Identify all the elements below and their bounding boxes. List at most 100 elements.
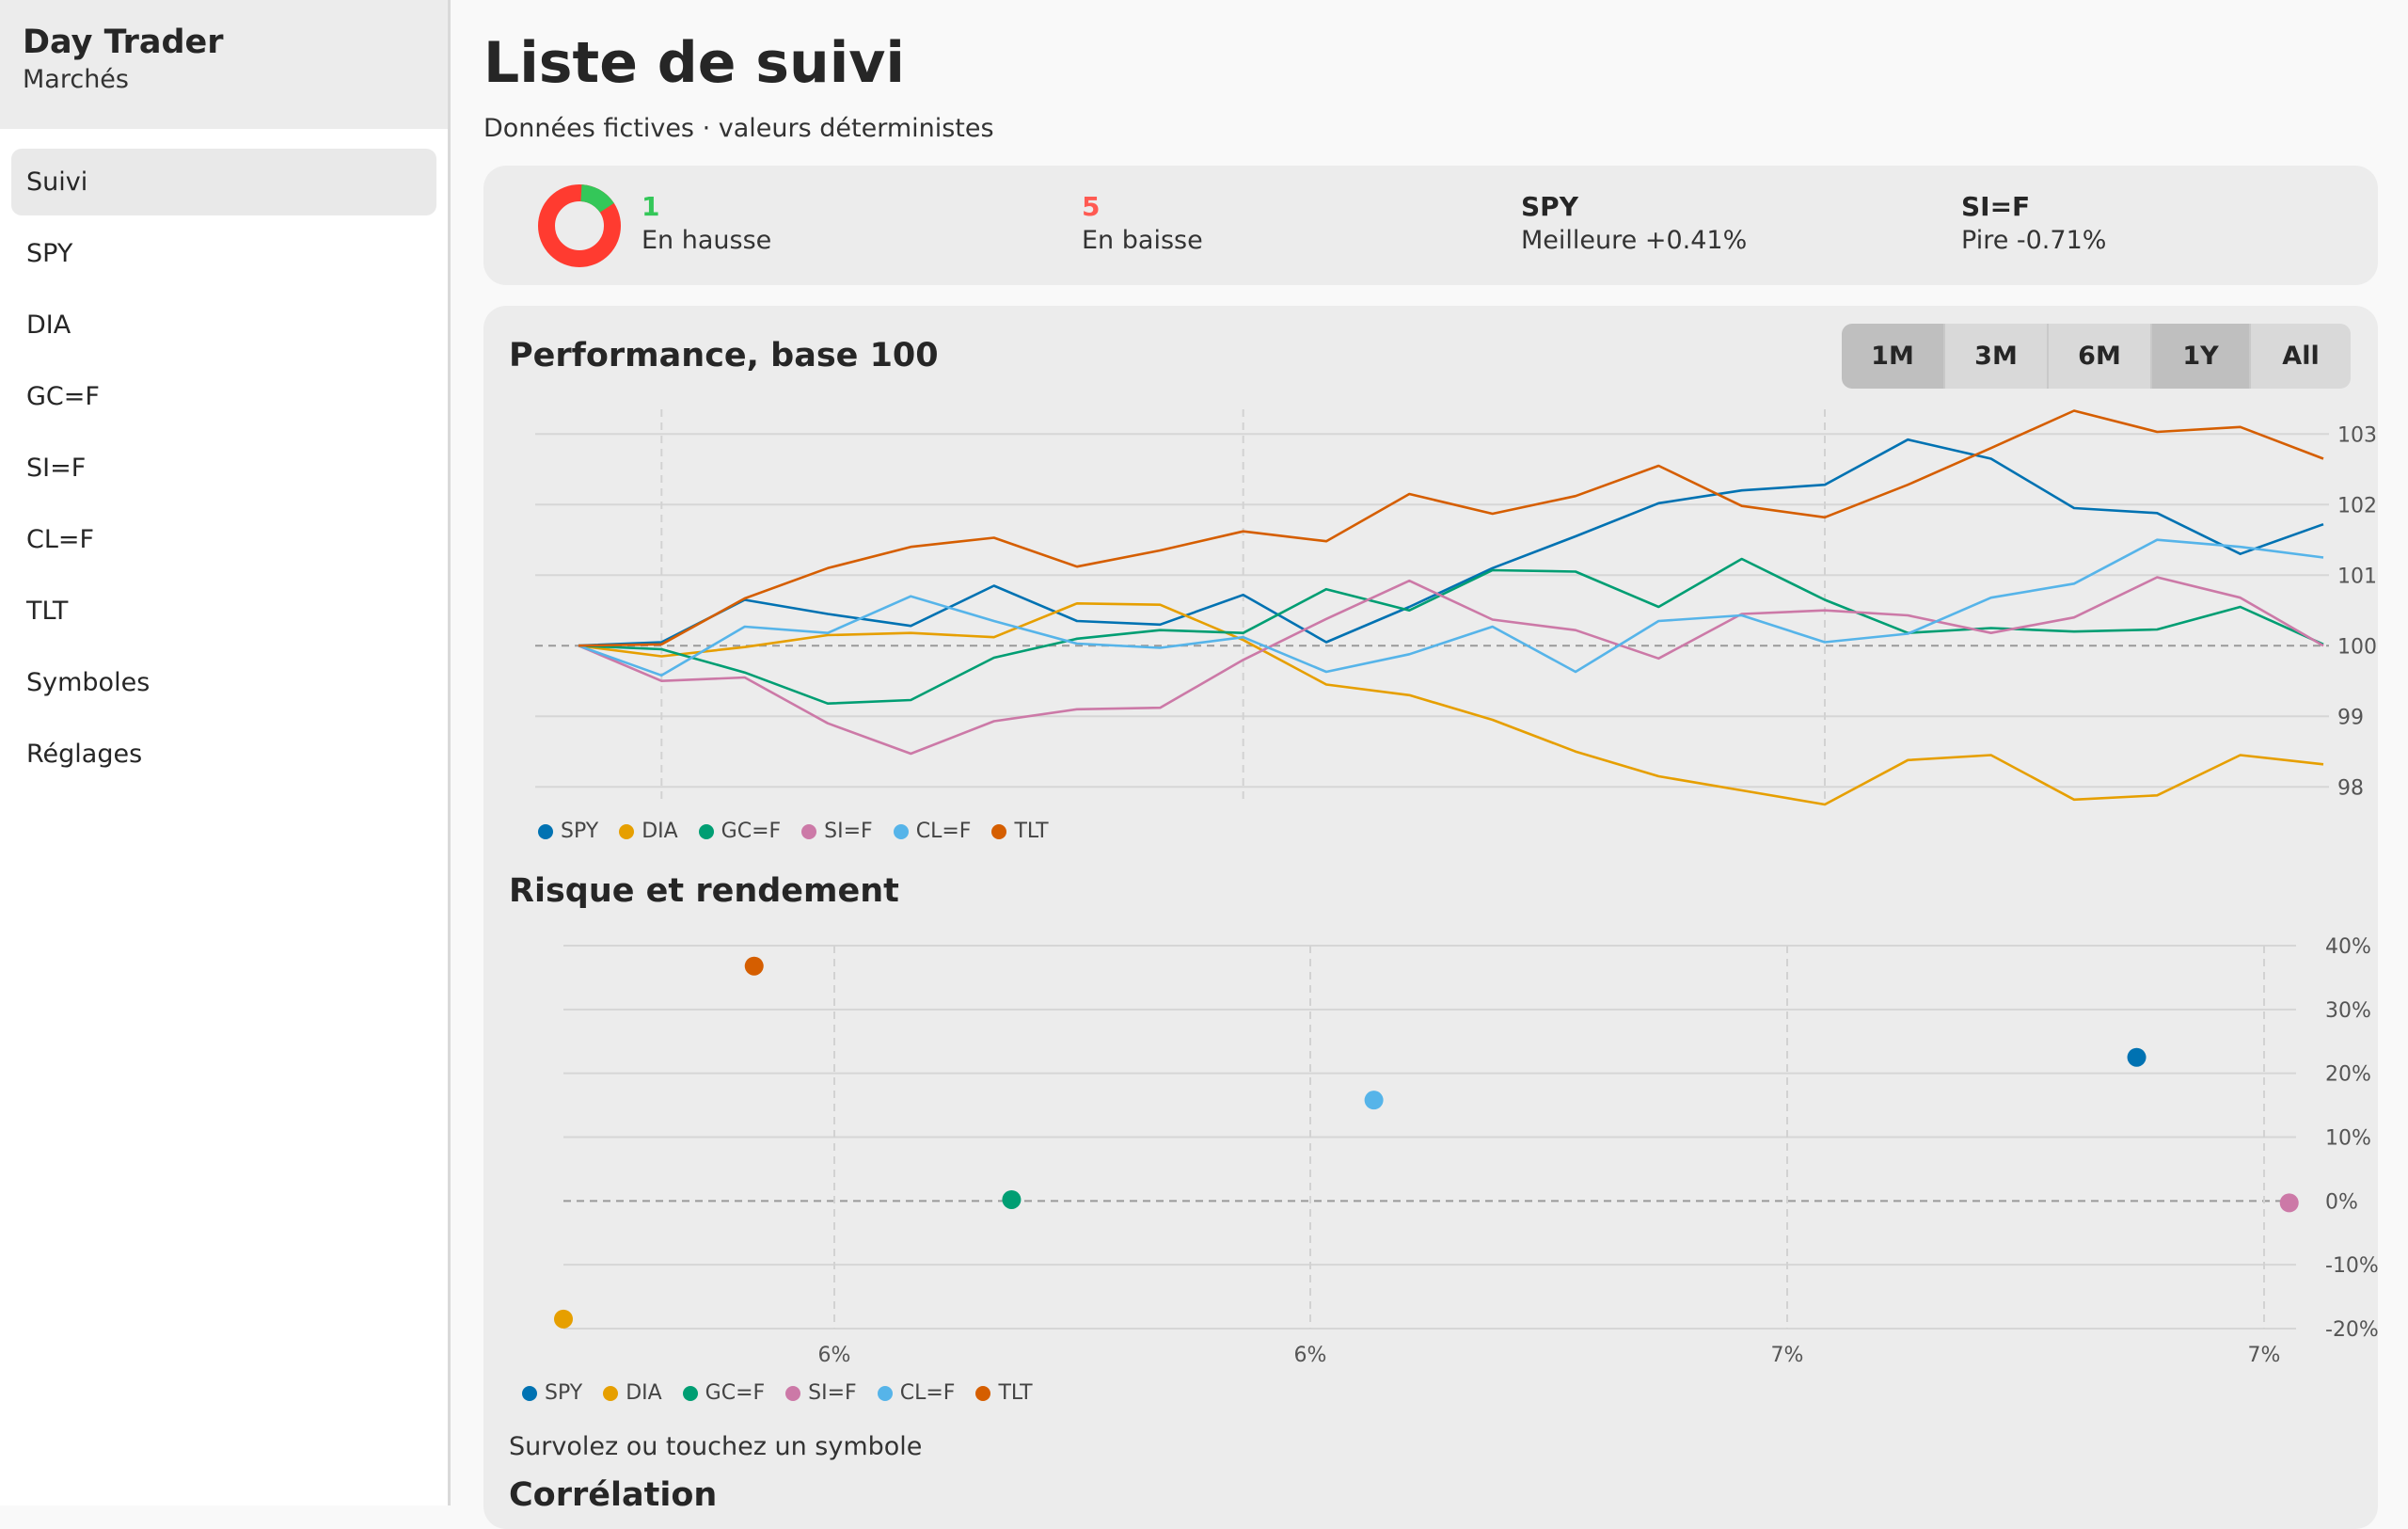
y-tick-label: 40% [2325, 935, 2371, 959]
scatter-point-dia [554, 1309, 573, 1329]
summary-card: 1 En hausse 5 En baisse SPY Meilleure +0… [483, 166, 2378, 285]
legend-swatch-tlt [975, 1385, 991, 1401]
legend-item-gc-f[interactable]: GC=F [682, 1381, 766, 1405]
legend-label-cl-f: CL=F [915, 820, 972, 843]
x-tick-label: 7% [2248, 1344, 2281, 1367]
scatter-point-gc-f [1002, 1189, 1022, 1209]
legend-swatch-cl-f [893, 823, 909, 839]
legend-swatch-tlt [991, 823, 1007, 839]
y-tick-label: 101 [2337, 565, 2377, 588]
donut-down-segment [538, 184, 621, 267]
y-tick-label: -20% [2325, 1318, 2378, 1342]
legend-label-dia: DIA [626, 1381, 662, 1405]
performance-card: Performance, base 100 1M 3M 6M 1Y All 98… [483, 306, 2378, 1529]
scatter-point-si-f [2279, 1193, 2299, 1213]
legend-item-dia[interactable]: DIA [603, 1381, 662, 1405]
legend-label-tlt: TLT [1014, 820, 1049, 843]
y-tick-label: 30% [2325, 999, 2371, 1023]
scatter-point-tlt [744, 956, 764, 976]
legend-item-cl-f[interactable]: CL=F [893, 820, 972, 843]
legend-swatch-gc-f [698, 823, 714, 839]
sidebar: Day Trader Marchés Suivi SPY DIA GC=F SI… [0, 0, 451, 1505]
legend-swatch-dia [619, 823, 635, 839]
best-label: Meilleure +0.41% [1521, 226, 1748, 255]
legend-swatch-dia [603, 1385, 619, 1401]
worst-symbol: SI=F [1961, 191, 2031, 222]
y-tick-label: 99 [2337, 706, 2364, 729]
sidebar-nav: Suivi SPY DIA GC=F SI=F CL=F TLT Symbole… [0, 129, 448, 788]
range-all-button[interactable]: All [2251, 324, 2351, 389]
page-subtitle: Données fictives · valeurs déterministes [483, 114, 994, 143]
legend-item-tlt[interactable]: TLT [975, 1381, 1033, 1405]
legend-item-dia[interactable]: DIA [619, 820, 678, 843]
sidebar-item-dia[interactable]: DIA [26, 311, 71, 340]
legend-item-cl-f[interactable]: CL=F [877, 1381, 956, 1405]
hover-hint: Survolez ou touchez un symbole [509, 1432, 923, 1461]
range-selector: 1M 3M 6M 1Y All [1842, 324, 2351, 389]
legend-label-gc-f: GC=F [705, 1381, 766, 1405]
x-tick-label: 6% [1294, 1344, 1327, 1367]
range-6m-button[interactable]: 6M [2049, 324, 2152, 389]
y-tick-label: 102 [2337, 494, 2377, 518]
sidebar-item-suivi[interactable]: Suivi [11, 149, 436, 215]
performance-chart: 9899100101102103Jun 11Jun 18Jun 25 [535, 409, 2377, 806]
legend-item-spy[interactable]: SPY [538, 820, 598, 843]
y-tick-label: 10% [2325, 1127, 2371, 1151]
performance-legend: SPY DIA GC=F SI=F CL=F TLT [538, 820, 1049, 843]
legend-swatch-si-f [801, 823, 817, 839]
up-count: 1 [642, 191, 660, 222]
x-tick-label: 7% [1771, 1344, 1804, 1367]
sidebar-item-sif[interactable]: SI=F [26, 454, 87, 483]
sidebar-item-tlt[interactable]: TLT [26, 597, 69, 626]
range-1y-button[interactable]: 1Y [2152, 324, 2251, 389]
app-title: Day Trader [23, 24, 224, 61]
correlation-title: Corrélation [509, 1476, 718, 1514]
legend-label-gc-f: GC=F [721, 820, 782, 843]
risk-return-chart: 40% 30% 20% 10% 0% -10% -20% 6% 6% 7% 7% [554, 935, 2378, 1367]
legend-label-dia: DIA [642, 820, 678, 843]
legend-label-si-f: SI=F [824, 820, 873, 843]
legend-item-spy[interactable]: SPY [522, 1381, 582, 1405]
legend-swatch-gc-f [682, 1385, 698, 1401]
legend-label-tlt: TLT [998, 1381, 1033, 1405]
series-line-gc-f [578, 557, 2324, 706]
y-tick-label: 0% [2325, 1190, 2358, 1214]
down-label: En baisse [1082, 226, 1203, 255]
legend-label-spy: SPY [545, 1381, 583, 1405]
series-line-spy [578, 438, 2324, 647]
risk-title: Risque et rendement [509, 872, 899, 910]
series-line-dia [578, 602, 2324, 806]
sidebar-item-clf[interactable]: CL=F [26, 525, 95, 554]
series-line-si-f [578, 576, 2324, 756]
legend-swatch-si-f [785, 1385, 801, 1401]
worst-label: Pire -0.71% [1961, 226, 2107, 255]
legend-item-tlt[interactable]: TLT [991, 820, 1049, 843]
sidebar-item-reglages[interactable]: Réglages [26, 740, 143, 769]
legend-label-si-f: SI=F [808, 1381, 857, 1405]
up-down-donut [538, 184, 621, 267]
y-tick-label: 98 [2337, 776, 2364, 800]
down-count: 5 [1082, 191, 1101, 222]
legend-swatch-cl-f [877, 1385, 893, 1401]
app-brand: Day Trader Marchés [0, 0, 448, 129]
y-tick-label: 103 [2337, 423, 2377, 447]
performance-title: Performance, base 100 [509, 337, 939, 374]
scatter-point-cl-f [1364, 1091, 1384, 1110]
up-label: En hausse [642, 226, 772, 255]
legend-item-gc-f[interactable]: GC=F [698, 820, 782, 843]
sidebar-item-gcf[interactable]: GC=F [26, 382, 100, 411]
stat-up: 1 En hausse [642, 190, 771, 258]
legend-label-cl-f: CL=F [899, 1381, 956, 1405]
legend-swatch-spy [538, 823, 553, 839]
legend-item-si-f[interactable]: SI=F [801, 820, 873, 843]
legend-swatch-spy [522, 1385, 537, 1401]
range-1m-button[interactable]: 1M [1842, 324, 1945, 389]
range-3m-button[interactable]: 3M [1945, 324, 2049, 389]
sidebar-item-spy[interactable]: SPY [26, 239, 73, 268]
legend-item-si-f[interactable]: SI=F [785, 1381, 857, 1405]
stat-worst: SI=F Pire -0.71% [1961, 190, 2106, 258]
risk-legend: SPY DIA GC=F SI=F CL=F TLT [522, 1381, 1033, 1405]
scatter-point-spy [2127, 1047, 2147, 1067]
page-title: Liste de suivi [483, 30, 905, 96]
sidebar-item-symboles[interactable]: Symboles [26, 668, 150, 697]
